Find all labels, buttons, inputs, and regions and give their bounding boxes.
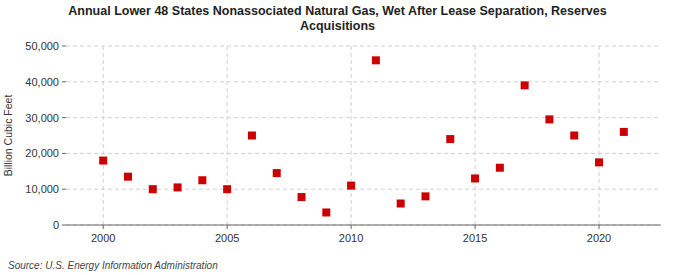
data-point [124,173,132,181]
source-note: Source: U.S. Energy Information Administ… [8,260,218,271]
x-grid-line [227,46,228,225]
y-grid-line [66,81,661,82]
y-tick [62,189,66,190]
data-point [446,135,454,143]
x-grid-line [599,46,600,225]
y-grid-line [66,46,661,47]
x-tick [103,225,104,229]
chart-container: Annual Lower 48 States Nonassociated Nat… [0,0,675,275]
y-tick-label: 10,000 [25,183,59,195]
data-point [496,164,504,172]
data-point [198,176,206,184]
data-point [248,132,256,140]
data-point [99,157,107,165]
x-tick [599,225,600,229]
y-tick [62,117,66,118]
chart-svg: Annual Lower 48 States Nonassociated Nat… [0,0,675,275]
y-tick-label: 0 [53,219,59,231]
data-point [372,56,380,64]
chart-title: Annual Lower 48 States Nonassociated Nat… [68,4,606,33]
data-point [174,183,182,191]
y-axis-label: Billion Cubic Feet [2,95,14,177]
data-point [347,182,355,190]
x-tick [351,225,352,229]
x-tick-label: 2015 [463,232,487,244]
y-grid-line [66,153,661,154]
y-tick [62,81,66,82]
x-tick [227,225,228,229]
y-grid-line [66,117,661,118]
axes: 0 10,000 20,000 30,000 40,000 50,000 2000 2005 2… [25,40,661,244]
x-tick-label: 2010 [339,232,363,244]
data-point [521,81,529,89]
x-axis-line [66,225,661,226]
y-tick [62,225,66,226]
title-line: Annual Lower 48 States Nonassociated Nat… [68,4,606,18]
data-point [298,193,306,201]
points [99,56,628,216]
x-tick-label: 2005 [215,232,239,244]
x-grid-line [351,46,352,225]
y-tick-label: 30,000 [25,112,59,124]
title-line: Acquisitions [300,19,375,33]
y-grid-line [66,225,661,226]
data-point [421,192,429,200]
data-point [273,169,281,177]
x-tick-label: 2020 [587,232,611,244]
y-tick [62,153,66,154]
data-point [620,128,628,136]
data-point [322,208,330,216]
data-point [471,174,479,182]
data-point [223,185,231,193]
y-tick [62,46,66,47]
grid [66,46,661,225]
data-point [149,185,157,193]
x-tick-label: 2000 [91,232,115,244]
y-tick-label: 20,000 [25,147,59,159]
data-point [595,158,603,166]
data-point [545,115,553,123]
x-grid-line [103,46,104,225]
y-tick-label: 40,000 [25,76,59,88]
x-tick [475,225,476,229]
data-point [570,132,578,140]
y-tick-label: 50,000 [25,40,59,52]
data-point [397,200,405,208]
x-grid-line [475,46,476,225]
